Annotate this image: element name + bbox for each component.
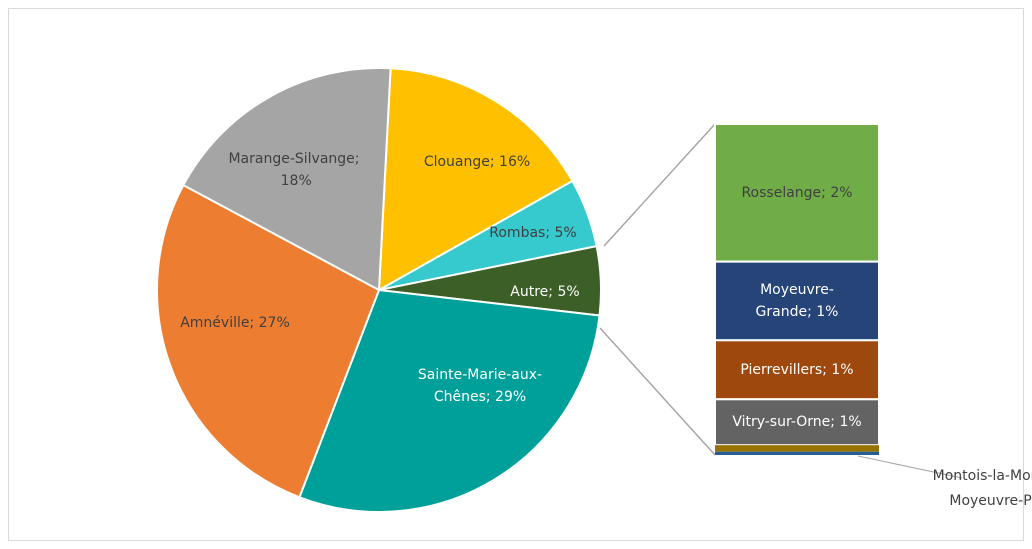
data-label: Pierrevillers; 1% (740, 362, 853, 378)
bar-segment (715, 445, 879, 452)
data-label: Amnéville; 27% (180, 315, 290, 331)
connector (599, 327, 716, 456)
bar-segment (714, 260, 880, 342)
bar-segment (715, 451, 879, 455)
data-label: Marange-Silvange; 18% (228, 151, 359, 189)
data-label: Vitry-sur-Orne; 1% (732, 414, 861, 430)
pie-slice (377, 67, 574, 292)
data-label: Clouange; 16% (424, 154, 530, 170)
pie-slice (298, 288, 601, 513)
pie-slice (156, 183, 381, 499)
data-label: Moyeuvre-Grande; 1% (756, 282, 839, 320)
data-label: Sainte-Marie-aux-Chênes; 29% (418, 367, 542, 405)
data-label: Autre; 5% (510, 284, 579, 300)
data-label: Rombas; 5% (489, 225, 576, 241)
leader-line (857, 455, 963, 479)
pie-slice (181, 67, 392, 292)
data-label: Montois-la-Montagne; 0% (933, 468, 1032, 484)
connector (603, 123, 716, 247)
bar-segment (714, 123, 880, 263)
data-label: Rosselange; 2% (741, 185, 852, 201)
data-label: Moyeuvre-Petite; 0% (949, 493, 1032, 509)
